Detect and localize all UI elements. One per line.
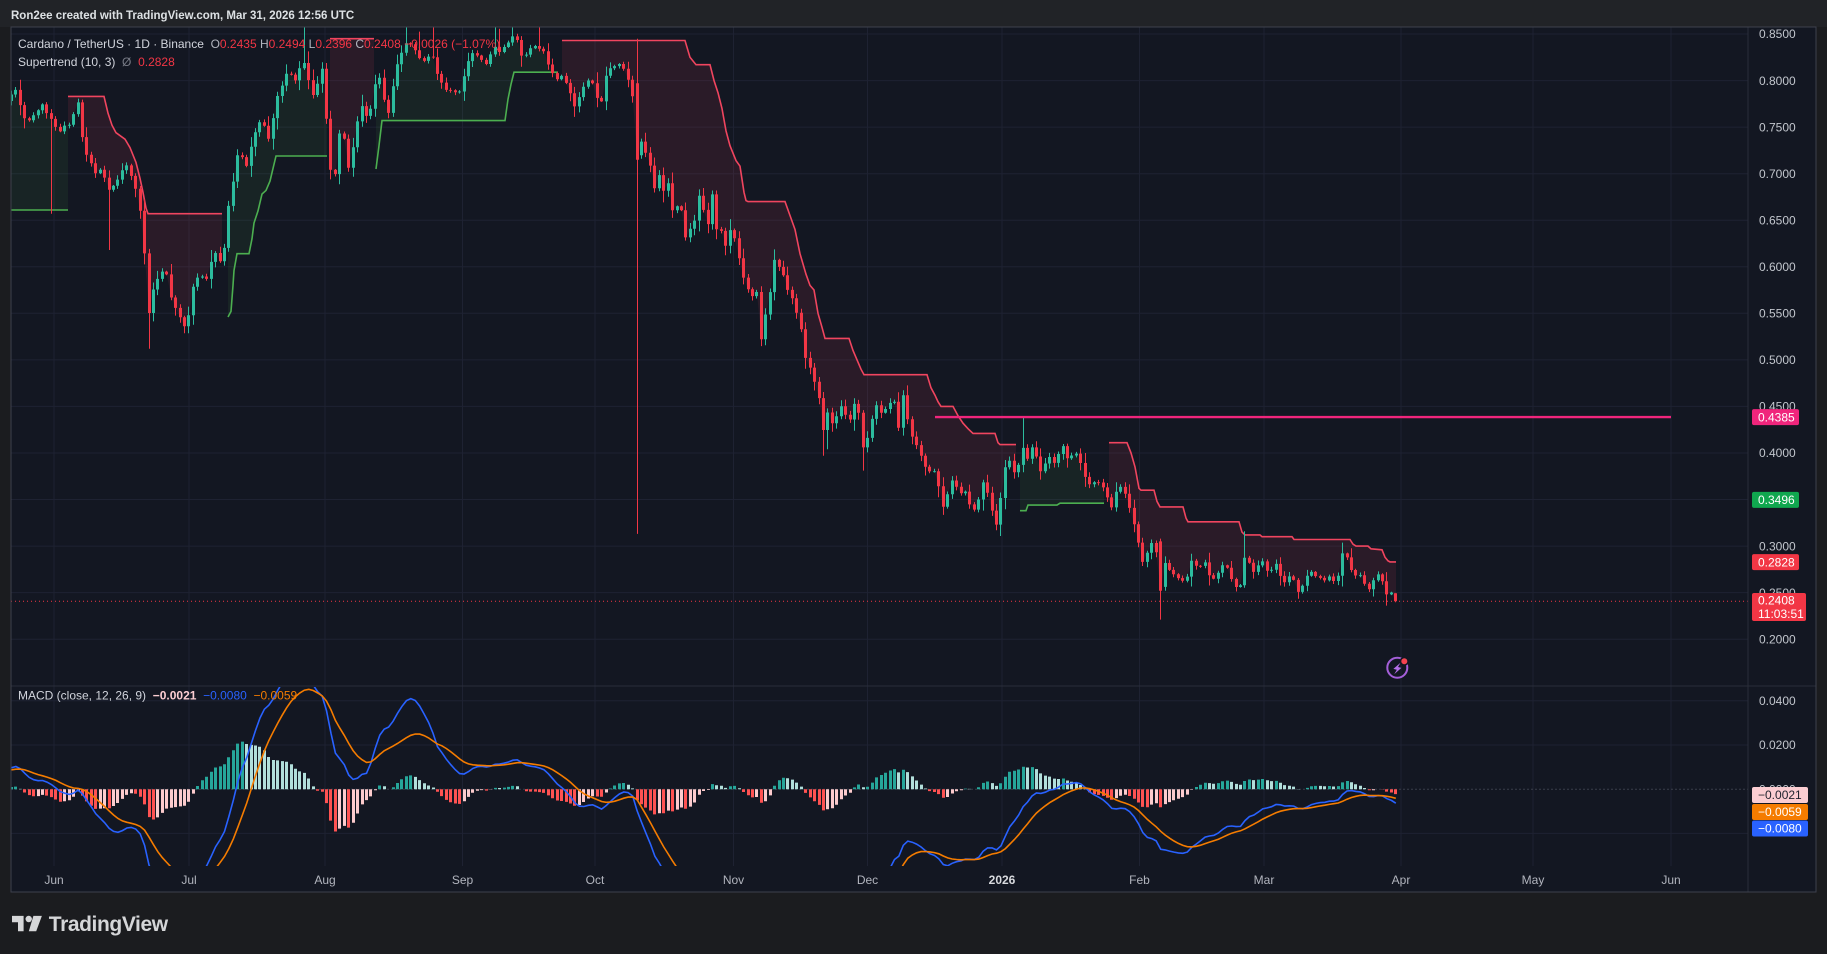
svg-text:2026: 2026 bbox=[989, 873, 1016, 887]
svg-text:Dec: Dec bbox=[857, 873, 878, 887]
svg-text:0.7500: 0.7500 bbox=[1759, 120, 1796, 134]
svg-text:Sep: Sep bbox=[452, 873, 474, 887]
svg-text:0.0400: 0.0400 bbox=[1759, 694, 1796, 708]
svg-text:Mar: Mar bbox=[1254, 873, 1275, 887]
svg-text:−0.0021: −0.0021 bbox=[1758, 788, 1802, 802]
svg-text:0.7000: 0.7000 bbox=[1759, 167, 1796, 181]
svg-text:0.0200: 0.0200 bbox=[1759, 738, 1796, 752]
svg-text:0.6000: 0.6000 bbox=[1759, 260, 1796, 274]
svg-text:0.5500: 0.5500 bbox=[1759, 307, 1796, 321]
svg-text:0.4000: 0.4000 bbox=[1759, 446, 1796, 460]
svg-text:Jul: Jul bbox=[181, 873, 196, 887]
svg-text:0.2000: 0.2000 bbox=[1759, 632, 1796, 646]
svg-text:−0.0080: −0.0080 bbox=[1758, 822, 1802, 836]
svg-text:Jun: Jun bbox=[44, 873, 63, 887]
svg-text:Aug: Aug bbox=[314, 873, 335, 887]
svg-text:0.2408: 0.2408 bbox=[1758, 594, 1795, 608]
svg-text:−0.0059: −0.0059 bbox=[1758, 805, 1802, 819]
svg-text:Supertrend (10, 3) Ø 0.2828: Supertrend (10, 3) Ø 0.2828 bbox=[18, 55, 175, 69]
svg-text:Cardano / TetherUS · 1D · Bina: Cardano / TetherUS · 1D · Binance O0.243… bbox=[18, 37, 500, 51]
svg-text:0.8000: 0.8000 bbox=[1759, 74, 1796, 88]
svg-text:0.3496: 0.3496 bbox=[1758, 493, 1795, 507]
svg-text:Apr: Apr bbox=[1392, 873, 1411, 887]
svg-text:TradingView: TradingView bbox=[49, 913, 169, 936]
svg-text:0.6500: 0.6500 bbox=[1759, 213, 1796, 227]
svg-text:0.5000: 0.5000 bbox=[1759, 353, 1796, 367]
svg-text:Nov: Nov bbox=[723, 873, 744, 887]
svg-text:Oct: Oct bbox=[586, 873, 605, 887]
svg-text:0.8500: 0.8500 bbox=[1759, 27, 1796, 41]
svg-text:Ron2ee created with TradingVie: Ron2ee created with TradingView.com, Mar… bbox=[11, 10, 354, 22]
svg-text:Feb: Feb bbox=[1129, 873, 1150, 887]
svg-text:0.2828: 0.2828 bbox=[1758, 555, 1795, 569]
svg-text:Jun: Jun bbox=[1661, 873, 1680, 887]
svg-text:0.4385: 0.4385 bbox=[1758, 410, 1795, 424]
svg-text:May: May bbox=[1522, 873, 1545, 887]
svg-text:0.3000: 0.3000 bbox=[1759, 539, 1796, 553]
svg-text:11:03:51: 11:03:51 bbox=[1758, 607, 1804, 621]
svg-text:MACD (close, 12, 26, 9) −0.00: MACD (close, 12, 26, 9) −0.0021 −0.0080 … bbox=[18, 689, 298, 703]
